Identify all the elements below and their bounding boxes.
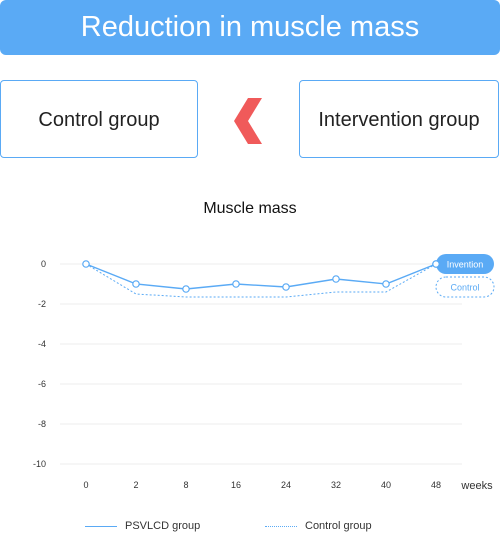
end-label-invention: Invention (447, 260, 484, 270)
x-tick-label: 32 (331, 480, 341, 490)
intervention-group-box: Intervention group (299, 80, 499, 158)
end-point-marker (432, 260, 440, 268)
y-tick-label: 0 (41, 259, 46, 269)
data-point (132, 280, 140, 288)
data-point (182, 285, 190, 293)
legend-label: Control group (305, 520, 372, 532)
chevron-left-icon (234, 98, 262, 144)
y-tick-label: -10 (33, 459, 46, 469)
x-tick-label: 24 (281, 480, 291, 490)
control-group-label: Control group (38, 109, 160, 131)
x-tick-label: 2 (133, 480, 138, 490)
end-label-invention-pill (436, 254, 494, 274)
page-title: Reduction in muscle mass (80, 11, 420, 43)
x-tick-label: 0 (83, 480, 88, 490)
data-point (332, 275, 340, 283)
data-point (232, 280, 240, 288)
legend-swatch-solid (85, 525, 117, 527)
legend-item-control: Control group (265, 520, 372, 532)
y-tick-label: -8 (38, 419, 46, 429)
muscle-mass-chart: 0 -2 -4 -6 -8 -10 0 2 8 16 24 32 40 48 weeks Invention C… (33, 254, 495, 492)
chart-title: Muscle mass (203, 200, 297, 217)
data-point (82, 260, 90, 268)
end-label-control-pill (435, 276, 495, 298)
header-banner: Reduction in muscle mass (0, 0, 500, 55)
intervention-group-label: Intervention group (318, 109, 480, 131)
x-axis-label: weeks (460, 480, 493, 492)
control-series-line (85, 263, 437, 298)
y-tick-label: -4 (38, 339, 46, 349)
legend-label: PSVLCD group (125, 520, 201, 532)
x-tick-label: 48 (431, 480, 441, 490)
y-tick-label: -6 (38, 379, 46, 389)
psvlcd-series-line (85, 263, 437, 290)
x-tick-label: 16 (231, 480, 241, 490)
y-tick-label: -2 (38, 299, 46, 309)
legend-swatch-dotted (265, 525, 297, 527)
x-tick-label: 8 (183, 480, 188, 490)
data-point (382, 280, 390, 288)
legend-item-psvlcd: PSVLCD group (85, 520, 200, 532)
control-group-box: Control group (0, 80, 198, 158)
x-tick-label: 40 (381, 480, 391, 490)
data-point (282, 283, 290, 291)
end-label-control: Control (450, 283, 479, 293)
